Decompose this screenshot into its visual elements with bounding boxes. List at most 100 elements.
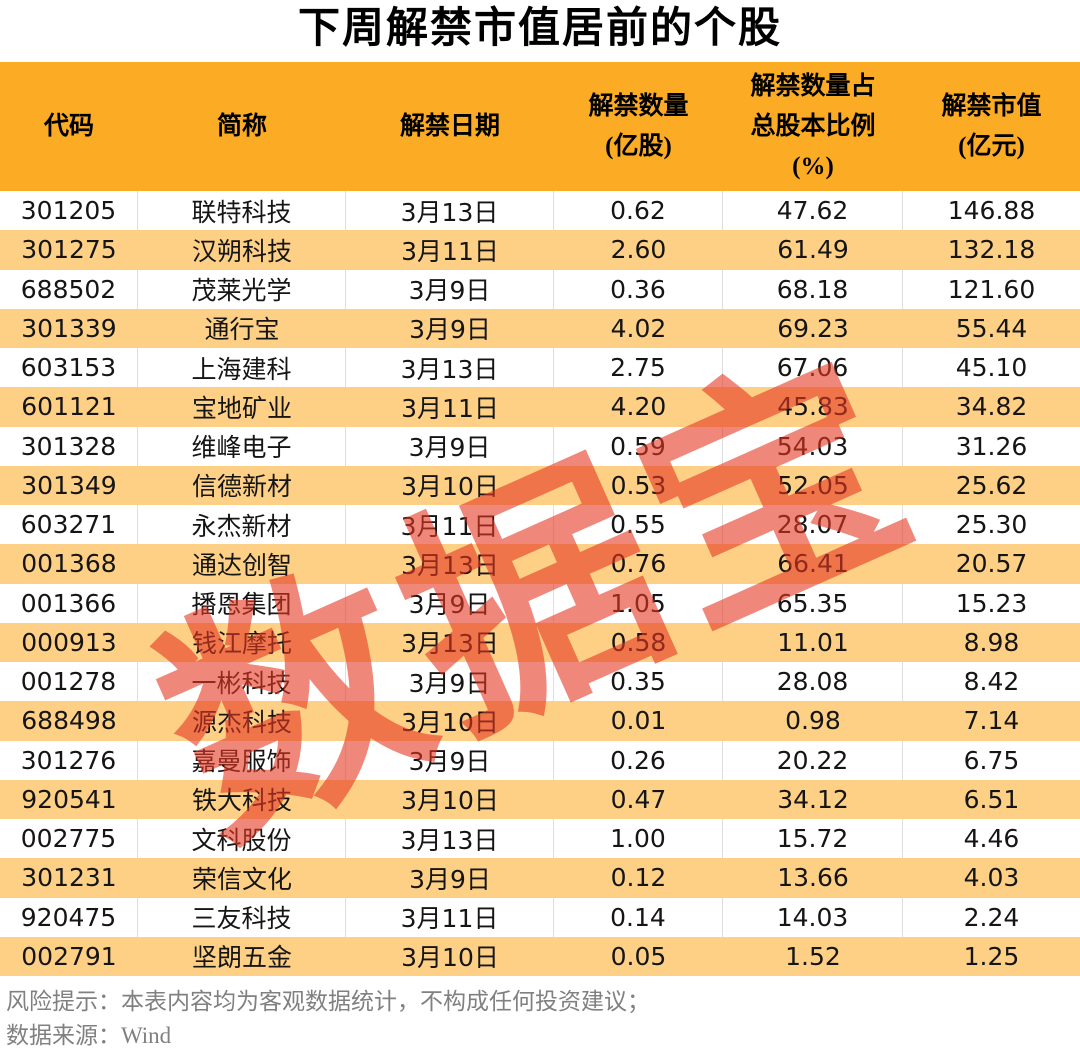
column-header-name: 简称: [138, 62, 346, 191]
table-row: 002775 文科股份 3月13日 1.00 15.72 4.46: [0, 819, 1080, 859]
cell-pct: 54.03: [723, 426, 903, 466]
column-header-pct: 解禁数量占 总股本比例 (%): [723, 62, 903, 191]
cell-name: 信德新材: [138, 465, 346, 505]
cell-code: 301339: [0, 308, 138, 348]
cell-value: 146.88: [903, 191, 1080, 231]
cell-name: 钱江摩托: [138, 622, 346, 662]
cell-value: 25.62: [903, 465, 1080, 505]
cell-code: 301349: [0, 465, 138, 505]
cell-code: 301231: [0, 858, 138, 898]
cell-code: 301276: [0, 740, 138, 780]
cell-code: 603271: [0, 505, 138, 545]
table-row: 301275 汉朔科技 3月11日 2.60 61.49 132.18: [0, 230, 1080, 270]
cell-pct: 15.72: [723, 819, 903, 859]
cell-date: 3月9日: [346, 858, 554, 898]
table-row: 920475 三友科技 3月11日 0.14 14.03 2.24: [0, 897, 1080, 937]
cell-date: 3月13日: [346, 544, 554, 584]
cell-code: 603153: [0, 348, 138, 388]
cell-date: 3月11日: [346, 230, 554, 270]
cell-name: 茂莱光学: [138, 269, 346, 309]
cell-pct: 14.03: [723, 897, 903, 937]
table-row: 688498 源杰科技 3月10日 0.01 0.98 7.14: [0, 701, 1080, 741]
column-header-date: 解禁日期: [346, 62, 554, 191]
table-body: 301205 联特科技 3月13日 0.62 47.62 146.88 301275 汉朔科技…: [0, 191, 1080, 976]
cell-date: 3月13日: [346, 622, 554, 662]
cell-pct: 69.23: [723, 308, 903, 348]
cell-value: 4.46: [903, 819, 1080, 859]
cell-value: 34.82: [903, 387, 1080, 427]
cell-pct: 67.06: [723, 348, 903, 388]
cell-code: 688498: [0, 701, 138, 741]
cell-code: 920541: [0, 779, 138, 819]
cell-date: 3月9日: [346, 426, 554, 466]
cell-date: 3月10日: [346, 936, 554, 976]
page-title: 下周解禁市值居前的个股: [297, 6, 782, 52]
cell-value: 6.51: [903, 779, 1080, 819]
table-row: 301276 嘉曼服饰 3月9日 0.26 20.22 6.75: [0, 740, 1080, 780]
cell-value: 1.25: [903, 936, 1080, 976]
cell-qty: 4.02: [554, 308, 723, 348]
cell-code: 001368: [0, 544, 138, 584]
table-row: 001278 一彬科技 3月9日 0.35 28.08 8.42: [0, 662, 1080, 702]
cell-value: 4.03: [903, 858, 1080, 898]
cell-value: 15.23: [903, 583, 1080, 623]
cell-date: 3月9日: [346, 308, 554, 348]
cell-qty: 2.60: [554, 230, 723, 270]
cell-pct: 45.83: [723, 387, 903, 427]
cell-name: 通行宝: [138, 308, 346, 348]
column-header-qty: 解禁数量 (亿股): [554, 62, 723, 191]
cell-date: 3月10日: [346, 701, 554, 741]
cell-date: 3月9日: [346, 583, 554, 623]
table-row: 002791 坚朗五金 3月10日 0.05 1.52 1.25: [0, 936, 1080, 976]
cell-code: 301205: [0, 191, 138, 231]
cell-pct: 61.49: [723, 230, 903, 270]
cell-code: 301275: [0, 230, 138, 270]
cell-pct: 47.62: [723, 191, 903, 231]
table-row: 603271 永杰新材 3月11日 0.55 28.07 25.30: [0, 505, 1080, 545]
cell-value: 7.14: [903, 701, 1080, 741]
data-source: 数据来源：Wind: [6, 1023, 172, 1048]
cell-pct: 34.12: [723, 779, 903, 819]
column-header-code: 代码: [0, 62, 138, 191]
cell-pct: 0.98: [723, 701, 903, 741]
cell-code: 601121: [0, 387, 138, 427]
cell-qty: 0.47: [554, 779, 723, 819]
cell-code: 002775: [0, 819, 138, 859]
cell-name: 播恩集团: [138, 583, 346, 623]
cell-name: 荣信文化: [138, 858, 346, 898]
cell-pct: 13.66: [723, 858, 903, 898]
table-row: 301339 通行宝 3月9日 4.02 69.23 55.44: [0, 308, 1080, 348]
cell-code: 920475: [0, 897, 138, 937]
cell-name: 文科股份: [138, 819, 346, 859]
cell-name: 通达创智: [138, 544, 346, 584]
cell-date: 3月10日: [346, 779, 554, 819]
cell-value: 45.10: [903, 348, 1080, 388]
cell-date: 3月9日: [346, 269, 554, 309]
cell-date: 3月11日: [346, 387, 554, 427]
cell-qty: 0.14: [554, 897, 723, 937]
table-row: 920541 铁大科技 3月10日 0.47 34.12 6.51: [0, 779, 1080, 819]
cell-code: 688502: [0, 269, 138, 309]
cell-name: 汉朔科技: [138, 230, 346, 270]
cell-qty: 0.35: [554, 662, 723, 702]
cell-code: 000913: [0, 622, 138, 662]
cell-qty: 0.62: [554, 191, 723, 231]
cell-qty: 1.00: [554, 819, 723, 859]
cell-pct: 28.07: [723, 505, 903, 545]
cell-date: 3月9日: [346, 740, 554, 780]
cell-pct: 52.05: [723, 465, 903, 505]
cell-pct: 28.08: [723, 662, 903, 702]
header-row: 代码 简称 解禁日期 解禁数量 (亿股) 解禁数量占 总股本比例 (%) 解禁市…: [0, 62, 1080, 191]
cell-qty: 1.05: [554, 583, 723, 623]
cell-pct: 11.01: [723, 622, 903, 662]
cell-pct: 68.18: [723, 269, 903, 309]
cell-value: 31.26: [903, 426, 1080, 466]
cell-value: 25.30: [903, 505, 1080, 545]
cell-name: 嘉曼服饰: [138, 740, 346, 780]
cell-qty: 4.20: [554, 387, 723, 427]
cell-name: 宝地矿业: [138, 387, 346, 427]
cell-value: 6.75: [903, 740, 1080, 780]
table-row: 301328 维峰电子 3月9日 0.59 54.03 31.26: [0, 426, 1080, 466]
cell-name: 联特科技: [138, 191, 346, 231]
